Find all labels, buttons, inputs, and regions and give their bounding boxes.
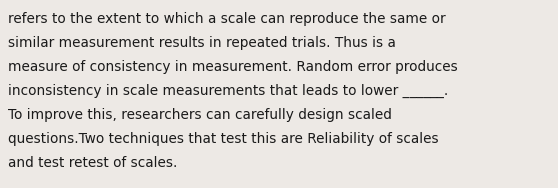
Text: questions.Two techniques that test this are Reliability of scales: questions.Two techniques that test this … [8,132,439,146]
Text: similar measurement results in repeated trials. Thus is a: similar measurement results in repeated … [8,36,396,50]
Text: measure of consistency in measurement. Random error produces: measure of consistency in measurement. R… [8,60,458,74]
Text: To improve this, researchers can carefully design scaled: To improve this, researchers can careful… [8,108,392,122]
Text: inconsistency in scale measurements that leads to lower ______.: inconsistency in scale measurements that… [8,84,448,98]
Text: and test retest of scales.: and test retest of scales. [8,156,177,170]
Text: refers to the extent to which a scale can reproduce the same or: refers to the extent to which a scale ca… [8,12,446,26]
